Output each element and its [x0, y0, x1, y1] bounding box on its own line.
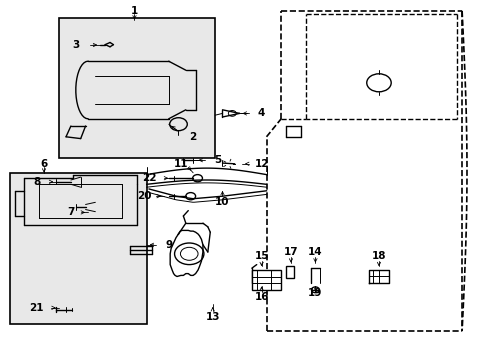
Bar [285, 266, 293, 278]
Text: 19: 19 [307, 288, 322, 298]
Text: 2: 2 [189, 132, 196, 142]
Text: 8: 8 [33, 177, 40, 187]
Text: 13: 13 [205, 312, 220, 322]
Text: 11: 11 [173, 159, 188, 169]
Text: 21: 21 [29, 303, 44, 313]
Text: 6: 6 [41, 159, 47, 169]
Text: 15: 15 [254, 251, 268, 261]
Text: 1: 1 [131, 6, 138, 16]
Text: 10: 10 [215, 197, 229, 207]
Bar [10, 173, 146, 324]
Text: 3: 3 [72, 40, 79, 50]
Bar [251, 270, 281, 290]
Bar [59, 18, 215, 158]
Text: 5: 5 [214, 155, 221, 165]
Text: 16: 16 [254, 292, 268, 302]
Text: 14: 14 [307, 247, 322, 257]
Text: 12: 12 [254, 159, 268, 169]
Text: 9: 9 [165, 240, 172, 250]
Text: 22: 22 [142, 173, 156, 183]
Text: 18: 18 [371, 251, 386, 261]
Text: 7: 7 [67, 207, 75, 217]
Text: 20: 20 [137, 191, 151, 201]
Text: 17: 17 [283, 247, 298, 257]
Text: 4: 4 [257, 108, 265, 118]
